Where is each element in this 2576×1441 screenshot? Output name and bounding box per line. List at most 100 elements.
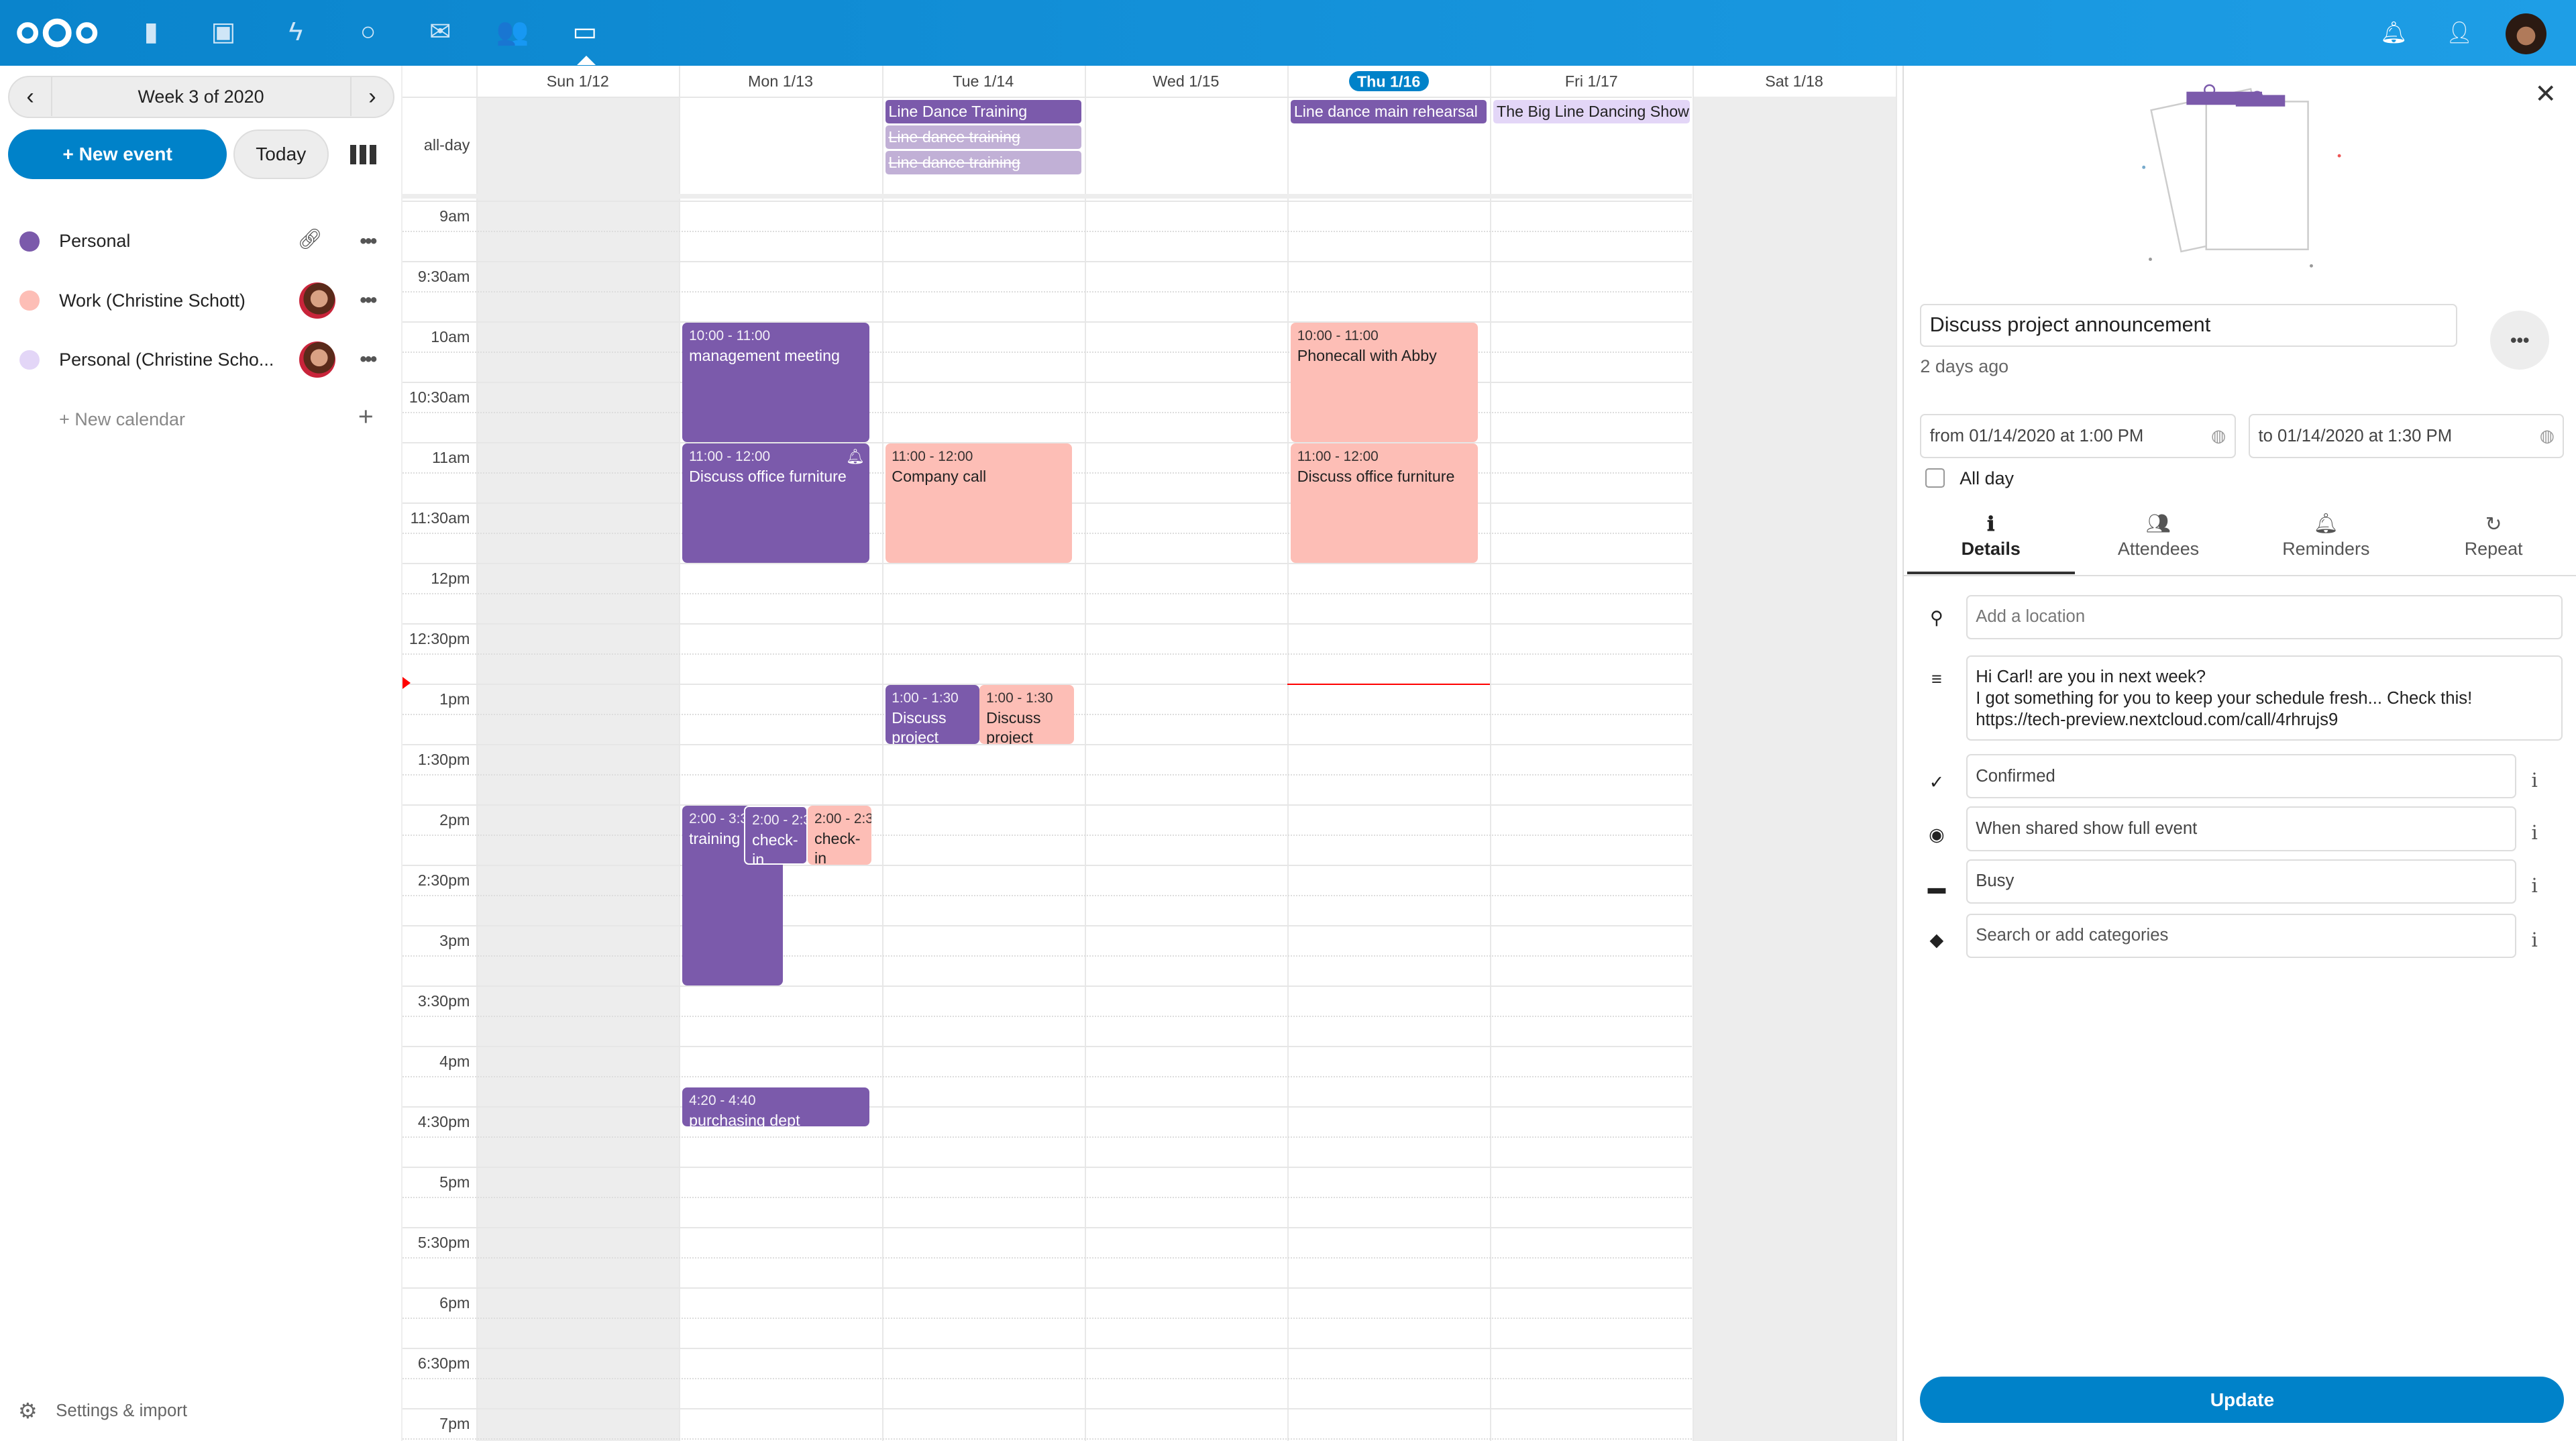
search-icon[interactable]: ○ — [360, 17, 376, 47]
calendar-event[interactable]: 11:00 - 12:00 Discuss office furniture — [1290, 443, 1478, 563]
day-header[interactable]: Sun 1/12 — [476, 66, 679, 97]
close-icon[interactable]: ✕ — [2534, 79, 2557, 109]
notifications-icon[interactable]: 🔔︎ — [2379, 20, 2408, 45]
all-day-event[interactable]: Line dance training — [885, 125, 1081, 149]
tab-reminders[interactable]: 🔔︎ Reminders — [2242, 513, 2410, 575]
settings-icon[interactable]: ⚙ — [17, 1399, 38, 1424]
all-day-event[interactable]: Line Dance Training — [885, 100, 1081, 123]
time-slot-line — [402, 1287, 1693, 1289]
add-calendar-icon[interactable]: + — [358, 402, 374, 431]
all-day-event[interactable]: Line dance main rehearsal — [1290, 100, 1487, 123]
time-label: 6:30pm — [417, 1354, 470, 1372]
time-label: 2pm — [439, 810, 470, 829]
day-header[interactable]: Mon 1/13 — [679, 66, 881, 97]
day-label: Sat 1/18 — [1765, 72, 1823, 90]
all-day-label: all-day — [423, 136, 470, 154]
next-week-button[interactable]: › — [350, 76, 393, 117]
calendar-event[interactable]: 10:00 - 11:00 Phonecall with Abby — [1290, 323, 1478, 442]
event-title: Company call — [892, 467, 987, 485]
visibility-info-icon[interactable]: i — [2531, 821, 2538, 845]
calendar-item[interactable]: Personal (Christine Scho... ••• — [0, 335, 402, 384]
new-calendar-button[interactable]: + New calendar — [59, 409, 185, 429]
calendar-icon[interactable]: ▭ — [572, 17, 598, 47]
end-datetime-input[interactable]: to 01/14/2020 at 1:30 PM ◍ — [2249, 414, 2565, 459]
tab-label: Details — [1961, 539, 2021, 559]
calendar-item[interactable]: Personal 🔗︎ ••• — [0, 217, 402, 266]
calendar-event[interactable]: 11:00 - 12:00 Company call — [885, 443, 1073, 563]
tab-details[interactable]: ℹ Details — [1907, 513, 2075, 575]
week-label[interactable]: Week 3 of 2020 — [138, 86, 264, 107]
shared-user-avatar — [299, 341, 335, 378]
share-link-icon[interactable]: 🔗︎ — [297, 228, 323, 251]
day-label: Thu 1/16 — [1348, 70, 1429, 92]
location-input[interactable]: Add a location — [1966, 594, 2563, 639]
time-slot-line — [402, 321, 1693, 323]
photos-icon[interactable]: ▣ — [211, 17, 236, 47]
calendar-item[interactable]: Work (Christine Schott) ••• — [0, 276, 402, 325]
today-button[interactable]: Today — [233, 129, 329, 179]
day-divider — [1084, 65, 1086, 1441]
more-actions-button[interactable]: ••• — [2490, 310, 2550, 370]
calendar-actions-icon[interactable]: ••• — [360, 229, 377, 252]
calendar-event[interactable]: 10:00 - 11:00 management meeting — [682, 323, 870, 442]
categories-info-icon[interactable]: i — [2531, 928, 2538, 951]
event-title: Discuss office furniture — [689, 467, 847, 485]
all-day-checkbox[interactable] — [1925, 468, 1945, 488]
event-title: Discuss project — [986, 708, 1041, 744]
timezone-globe-icon[interactable]: ◍ — [2210, 427, 2226, 446]
description-textarea[interactable]: Hi Carl! are you in next week? I got som… — [1966, 655, 2563, 741]
event-time: 1:00 - 1:30 — [986, 690, 1053, 706]
time-slot-line — [402, 381, 1693, 383]
calendar-color-dot[interactable] — [19, 231, 40, 252]
all-day-event[interactable]: The Big Line Dancing Show — [1493, 100, 1690, 123]
user-avatar[interactable] — [2505, 13, 2546, 54]
visibility-eye-icon: ◉ — [1929, 824, 1945, 845]
time-slot-subline — [402, 1015, 1693, 1017]
categories-input[interactable]: Search or add categories — [1966, 913, 2517, 958]
event-title-input[interactable]: Discuss project announcement — [1920, 304, 2458, 347]
time-slot-line — [402, 924, 1693, 926]
status-info-icon[interactable]: i — [2531, 769, 2538, 792]
availability-select[interactable]: Busy — [1966, 859, 2517, 904]
time-slot-subline — [402, 1196, 1693, 1198]
update-button[interactable]: Update — [1920, 1377, 2565, 1423]
tab-repeat[interactable]: ↻ Repeat — [2410, 513, 2576, 575]
tab-attendees[interactable]: 👥︎ Attendees — [2075, 513, 2243, 575]
nextcloud-logo[interactable] — [16, 18, 98, 48]
day-header[interactable]: Wed 1/15 — [1085, 66, 1287, 97]
calendar-event[interactable]: 2:00 - 2:30 check-in — [744, 806, 808, 865]
start-datetime-input[interactable]: from 01/14/2020 at 1:00 PM ◍ — [1920, 414, 2236, 459]
day-header[interactable]: Sat 1/18 — [1693, 66, 1895, 97]
status-select[interactable]: Confirmed — [1966, 754, 2517, 799]
day-header[interactable]: Tue 1/14 — [882, 66, 1085, 97]
calendar-event[interactable]: 1:00 - 1:30 Discuss project — [979, 685, 1075, 744]
calendar-color-dot[interactable] — [19, 290, 40, 311]
availability-info-icon[interactable]: i — [2531, 873, 2538, 897]
calendar-actions-icon[interactable]: ••• — [360, 289, 377, 311]
day-header[interactable]: Thu 1/16 — [1287, 66, 1490, 97]
activity-icon[interactable]: ϟ — [288, 17, 303, 47]
calendar-event[interactable]: 11:00 - 12:00 Discuss office furniture 🔔︎ — [682, 443, 870, 563]
time-label: 1:30pm — [417, 750, 470, 768]
event-time: 10:00 - 11:00 — [689, 328, 771, 344]
mail-icon[interactable]: ✉ — [429, 17, 451, 47]
contacts-icon[interactable]: 👥 — [496, 17, 529, 47]
all-day-event[interactable]: Line dance training — [885, 151, 1081, 174]
visibility-select[interactable]: When shared show full event — [1966, 806, 2517, 851]
calendar-event[interactable]: 2:00 - 2:30 check-in — [808, 806, 872, 865]
day-divider — [679, 65, 681, 1441]
calendar-actions-icon[interactable]: ••• — [360, 348, 377, 371]
time-slot-line — [402, 683, 1693, 685]
time-slot-line — [402, 1106, 1693, 1108]
contacts-menu-icon[interactable]: 👤︎ — [2445, 20, 2473, 45]
calendar-event[interactable]: 4:20 - 4:40 purchasing dept — [682, 1087, 870, 1126]
settings-import-link[interactable]: Settings & import — [56, 1401, 187, 1420]
timezone-globe-icon[interactable]: ◍ — [2539, 427, 2555, 446]
files-icon[interactable]: ▮ — [144, 17, 159, 47]
new-event-button[interactable]: + New event — [8, 129, 227, 179]
calendar-color-dot[interactable] — [19, 350, 40, 370]
calendar-event[interactable]: 1:00 - 1:30 Discuss project announcement — [885, 685, 980, 744]
view-switcher-icon[interactable] — [350, 144, 376, 164]
day-header[interactable]: Fri 1/17 — [1490, 66, 1693, 97]
previous-week-button[interactable]: ‹ — [9, 76, 52, 117]
